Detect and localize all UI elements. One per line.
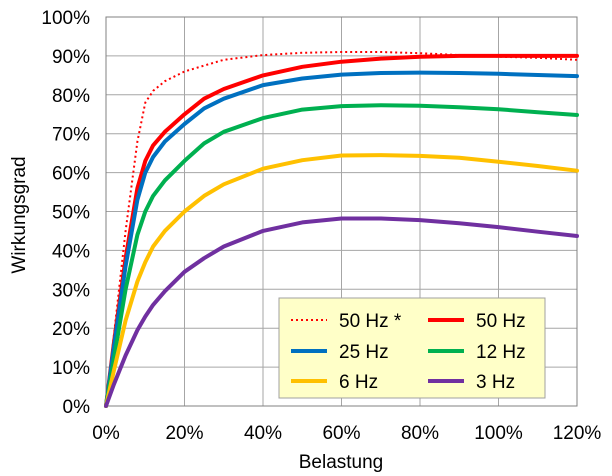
legend-label: 50 Hz — [476, 311, 526, 332]
y-tick-label: 50% — [52, 203, 90, 224]
series-line — [104, 153, 579, 408]
x-tick-label: 60% — [322, 423, 360, 444]
x-tick-label: 20% — [165, 423, 203, 444]
x-axis-ticks: 0% 20% 40% 60% 80% 100% 120% — [92, 423, 601, 444]
x-tick-label: 80% — [401, 423, 439, 444]
x-tick-label: 40% — [244, 423, 282, 444]
series-line — [105, 51, 578, 407]
series-lines — [104, 51, 579, 408]
y-tick-label: 80% — [52, 86, 90, 107]
y-tick-label: 0% — [63, 397, 91, 418]
legend-label: 3 Hz — [476, 372, 515, 393]
series-line — [104, 53, 579, 408]
series-line — [104, 103, 579, 408]
y-tick-label: 20% — [52, 319, 90, 340]
y-tick-label: 70% — [52, 125, 90, 146]
y-tick-label: 40% — [52, 241, 90, 262]
legend-label: 25 Hz — [339, 342, 389, 363]
y-tick-label: 30% — [52, 280, 90, 301]
plot-area-border — [105, 16, 578, 407]
legend: 50 Hz * 50 Hz 25 Hz 12 Hz 6 Hz 3 Hz — [278, 297, 546, 399]
series-line — [104, 70, 579, 408]
y-axis-label: Wirkungsgrad — [9, 156, 30, 273]
x-tick-label: 120% — [553, 423, 602, 444]
legend-label: 12 Hz — [476, 342, 526, 363]
x-axis-label: Belastung — [299, 452, 384, 473]
y-tick-label: 60% — [52, 164, 90, 185]
x-tick-label: 100% — [474, 423, 523, 444]
x-tick-label: 0% — [92, 423, 120, 444]
legend-label: 50 Hz * — [339, 311, 402, 332]
y-axis-ticks: 0% 10% 20% 30% 40% 50% 60% 70% 80% 90% 100% — [41, 8, 90, 418]
y-tick-label: 100% — [41, 8, 90, 29]
y-tick-label: 90% — [52, 47, 90, 68]
legend-label: 6 Hz — [339, 372, 378, 393]
series-line — [104, 216, 579, 408]
y-tick-label: 10% — [52, 358, 90, 379]
